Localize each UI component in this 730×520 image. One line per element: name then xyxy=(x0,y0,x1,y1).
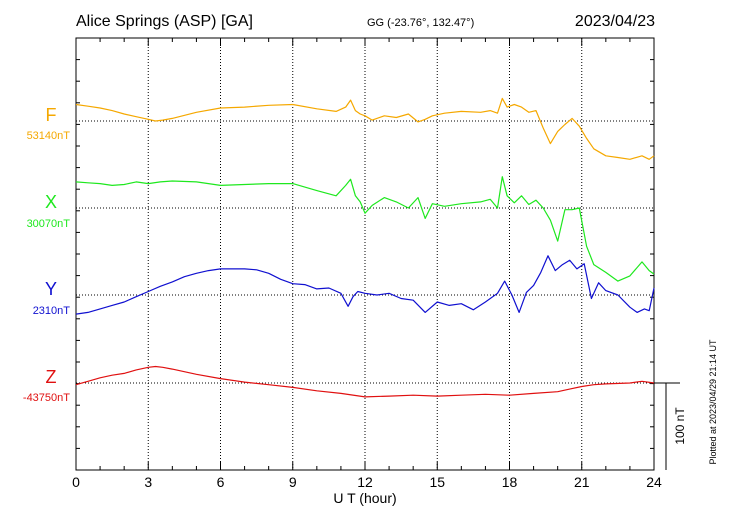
series-baseline-z: -43750nT xyxy=(23,392,70,404)
series-line-f xyxy=(75,97,655,160)
coordinates-label: GG (-23.76°, 132.47°) xyxy=(367,17,474,29)
x-tick-label: 15 xyxy=(429,474,445,490)
x-tick-label: 9 xyxy=(289,474,297,490)
series-baseline-y: 2310nT xyxy=(33,305,71,317)
series-baseline-x: 30070nT xyxy=(27,218,71,230)
series-name-x: X xyxy=(45,192,57,212)
plotted-at-note: Plotted at 2023/04/29 21:14 UT xyxy=(708,339,718,465)
series-name-f: F xyxy=(46,105,57,125)
x-tick-label: 24 xyxy=(646,474,662,490)
x-axis-title: U T (hour) xyxy=(333,490,396,506)
series-name-y: Y xyxy=(45,279,57,299)
series-name-z: Z xyxy=(46,367,57,387)
series-labels: F 53140nT X 30070nT Y 2310nT Z -43750nT xyxy=(23,105,70,404)
x-tick-label: 6 xyxy=(217,474,225,490)
scale-bar: 100 nT xyxy=(654,382,687,470)
grid-lines xyxy=(76,37,654,470)
series-line-x xyxy=(75,176,655,282)
series-baseline-f: 53140nT xyxy=(27,130,71,142)
x-tick-label: 21 xyxy=(574,474,590,490)
station-title: Alice Springs (ASP) [GA] xyxy=(76,13,253,30)
series-line-z xyxy=(75,365,655,398)
x-axis: 0 3 6 9 12 15 18 21 24 xyxy=(72,38,662,490)
series-line-y xyxy=(75,255,655,315)
x-tick-label: 3 xyxy=(144,474,152,490)
scale-bar-label: 100 nT xyxy=(673,407,687,445)
series-lines xyxy=(75,97,655,398)
date-label: 2023/04/23 xyxy=(575,13,655,30)
x-tick-label: 18 xyxy=(502,474,518,490)
x-tick-label: 0 xyxy=(72,474,80,490)
x-tick-label: 12 xyxy=(357,474,373,490)
